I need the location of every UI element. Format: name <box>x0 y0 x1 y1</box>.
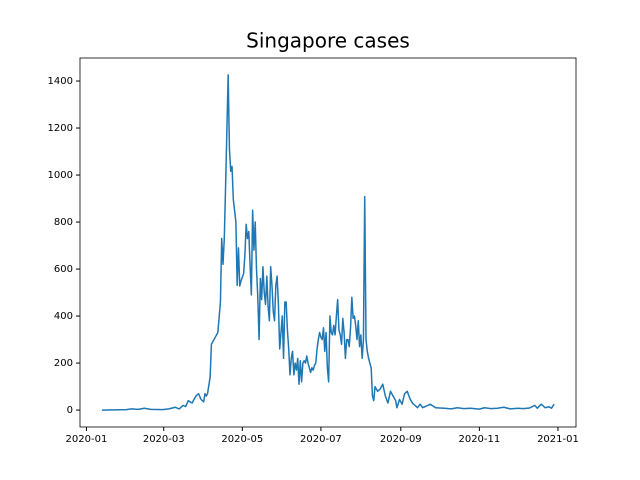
x-tick-label: 2020-09 <box>380 434 422 445</box>
x-tick-label: 2020-03 <box>143 434 185 445</box>
chart-title: Singapore cases <box>246 29 410 53</box>
y-tick-label: 200 <box>54 358 73 369</box>
y-tick-label: 1000 <box>48 170 73 181</box>
axes-frame <box>79 57 577 428</box>
y-tick-label: 800 <box>54 217 73 228</box>
y-tick-label: 600 <box>54 264 73 275</box>
y-tick-label: 400 <box>54 311 73 322</box>
y-tick-label: 0 <box>67 405 73 416</box>
line <box>101 74 555 411</box>
x-tick-label: 2020-05 <box>221 434 263 445</box>
x-tick-label: 2020-01 <box>66 434 108 445</box>
x-tick-label: 2020-07 <box>300 434 342 445</box>
x-tick-label: 2020-11 <box>458 434 500 445</box>
y-tick-label: 1400 <box>48 76 73 87</box>
y-tick-label: 1200 <box>48 123 73 134</box>
x-tick-label: 2021-01 <box>537 434 579 445</box>
